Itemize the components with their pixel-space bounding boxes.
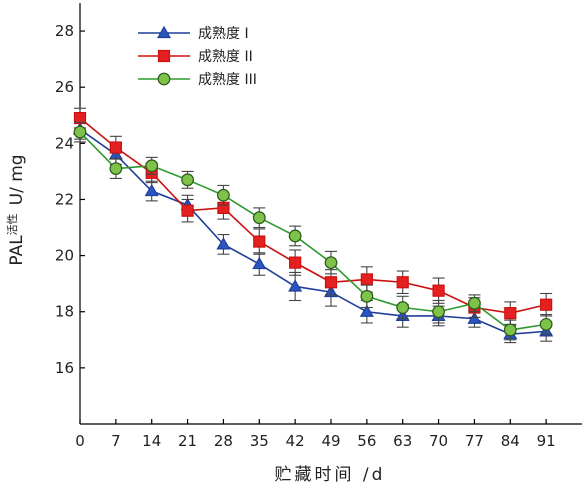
data-point [503, 323, 517, 337]
data-point [109, 162, 123, 175]
x-tick-label: 84 [501, 432, 520, 450]
y-axis-title-main: PAL [7, 235, 27, 266]
data-point [217, 188, 230, 202]
data-point [359, 304, 374, 317]
y-axis-title-unit: U/ mg [7, 154, 27, 205]
data-point [396, 276, 409, 289]
y-tick-label: 26 [55, 78, 74, 96]
series-2 [73, 107, 553, 325]
data-point [467, 311, 482, 324]
legend-item-3: 成熟度 III [138, 72, 257, 88]
x-tick-label: 77 [465, 432, 484, 450]
data-point [145, 159, 159, 173]
data-point [73, 125, 87, 139]
x-axis-title: 贮藏时间 /d [275, 465, 386, 485]
data-point [432, 284, 445, 297]
data-point [360, 273, 373, 286]
legend-swatch-marker [157, 49, 171, 63]
data-point [216, 237, 231, 250]
data-point [181, 204, 194, 217]
series-layer [72, 107, 554, 344]
data-point [109, 141, 122, 154]
legend-swatch-marker [156, 25, 172, 39]
x-tick-label: 56 [357, 432, 376, 450]
data-point [324, 276, 338, 289]
data-point [288, 279, 303, 292]
y-tick-label: 28 [55, 22, 74, 40]
data-point [539, 317, 553, 331]
y-tick-label: 20 [55, 247, 74, 265]
data-point [144, 183, 159, 197]
legend-item-2: 成熟度 II [138, 49, 253, 65]
y-tick-label: 18 [55, 303, 74, 321]
data-point [360, 289, 374, 303]
legend-swatch-marker [157, 72, 171, 86]
data-point [253, 235, 266, 248]
y-tick-label: 22 [55, 190, 74, 208]
x-ticks: 0 7 14 21 28 35 42 49 56 63 70 77 84 91 [75, 419, 556, 450]
data-point [252, 256, 267, 270]
y-ticks: 16 18 20 22 24 26 28 [55, 22, 85, 377]
data-point [504, 307, 517, 320]
data-point [432, 305, 445, 319]
y-tick-label: 16 [55, 359, 74, 377]
legend-label: 成熟度 I [198, 26, 249, 42]
x-tick-label: 0 [75, 432, 85, 450]
x-tick-label: 91 [537, 432, 556, 450]
x-tick-label: 14 [142, 432, 161, 450]
data-point [288, 229, 302, 243]
series-line [79, 117, 547, 314]
legend-item-1: 成熟度 I [138, 25, 249, 42]
y-axis-title-sub: 活性 [5, 213, 19, 235]
x-tick-label: 70 [429, 432, 448, 450]
data-point [181, 173, 194, 187]
x-tick-label: 7 [111, 432, 121, 450]
y-axis-title: PAL活性 U/ mg [5, 154, 27, 265]
x-tick-label: 49 [321, 432, 340, 450]
axes [79, 3, 582, 425]
data-point [540, 298, 553, 311]
series-line [79, 128, 547, 335]
legend-label: 成熟度 III [198, 72, 257, 88]
x-tick-label: 21 [178, 432, 197, 450]
data-point [468, 296, 481, 310]
data-point [289, 256, 302, 269]
data-point [324, 256, 338, 270]
legend: 成熟度 I 成熟度 II 成熟度 III [138, 25, 257, 88]
x-tick-label: 28 [214, 432, 233, 450]
y-tick-label: 24 [55, 134, 74, 152]
x-tick-label: 42 [286, 432, 305, 450]
x-tick-label: 35 [250, 432, 269, 450]
data-point [252, 211, 266, 225]
x-tick-label: 63 [393, 432, 412, 450]
series-3 [73, 121, 553, 341]
legend-label: 成熟度 II [198, 49, 253, 65]
data-point [396, 301, 410, 314]
